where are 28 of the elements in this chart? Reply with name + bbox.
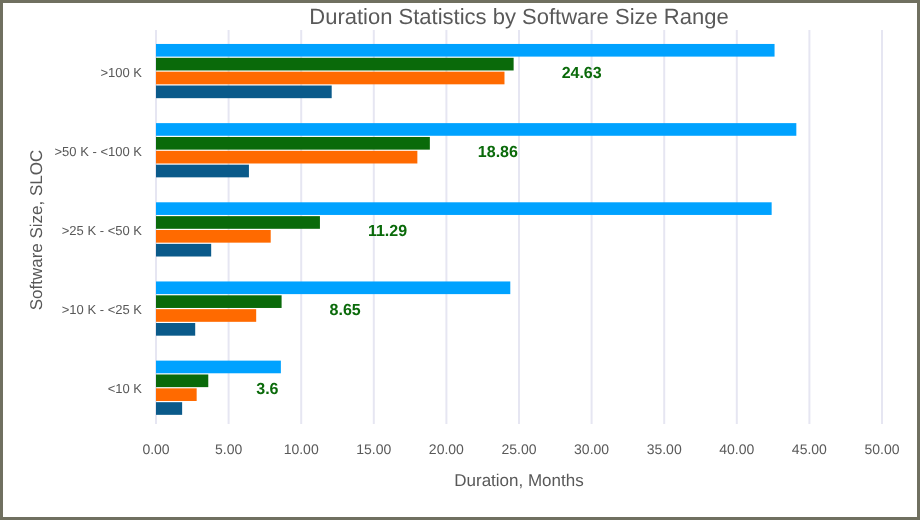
bar <box>156 71 505 85</box>
bar <box>156 374 209 388</box>
bar <box>156 323 196 336</box>
bar <box>156 402 183 415</box>
data-label: 18.86 <box>477 142 519 161</box>
bar <box>156 216 320 229</box>
bar <box>156 150 418 164</box>
bar <box>156 85 332 99</box>
bar <box>156 43 775 57</box>
bar <box>156 57 514 71</box>
bar <box>156 230 271 243</box>
data-label: 3.6 <box>256 380 280 399</box>
chart-title: Duration Statistics by Software Size Range <box>309 6 729 30</box>
bar <box>156 281 511 295</box>
bar <box>156 202 772 215</box>
bar <box>156 309 257 322</box>
y-axis-title: Software Size, SLOC <box>26 149 46 311</box>
bar <box>156 360 281 374</box>
bar <box>156 164 249 178</box>
bar <box>156 243 212 257</box>
bar <box>156 388 197 401</box>
data-label: 11.29 <box>367 222 409 240</box>
bar <box>156 123 797 136</box>
data-label: 8.65 <box>329 301 362 320</box>
data-label: 24.63 <box>561 63 603 82</box>
x-axis-title: Duration, Months <box>454 470 584 490</box>
bar <box>156 136 430 150</box>
bar <box>156 295 282 308</box>
